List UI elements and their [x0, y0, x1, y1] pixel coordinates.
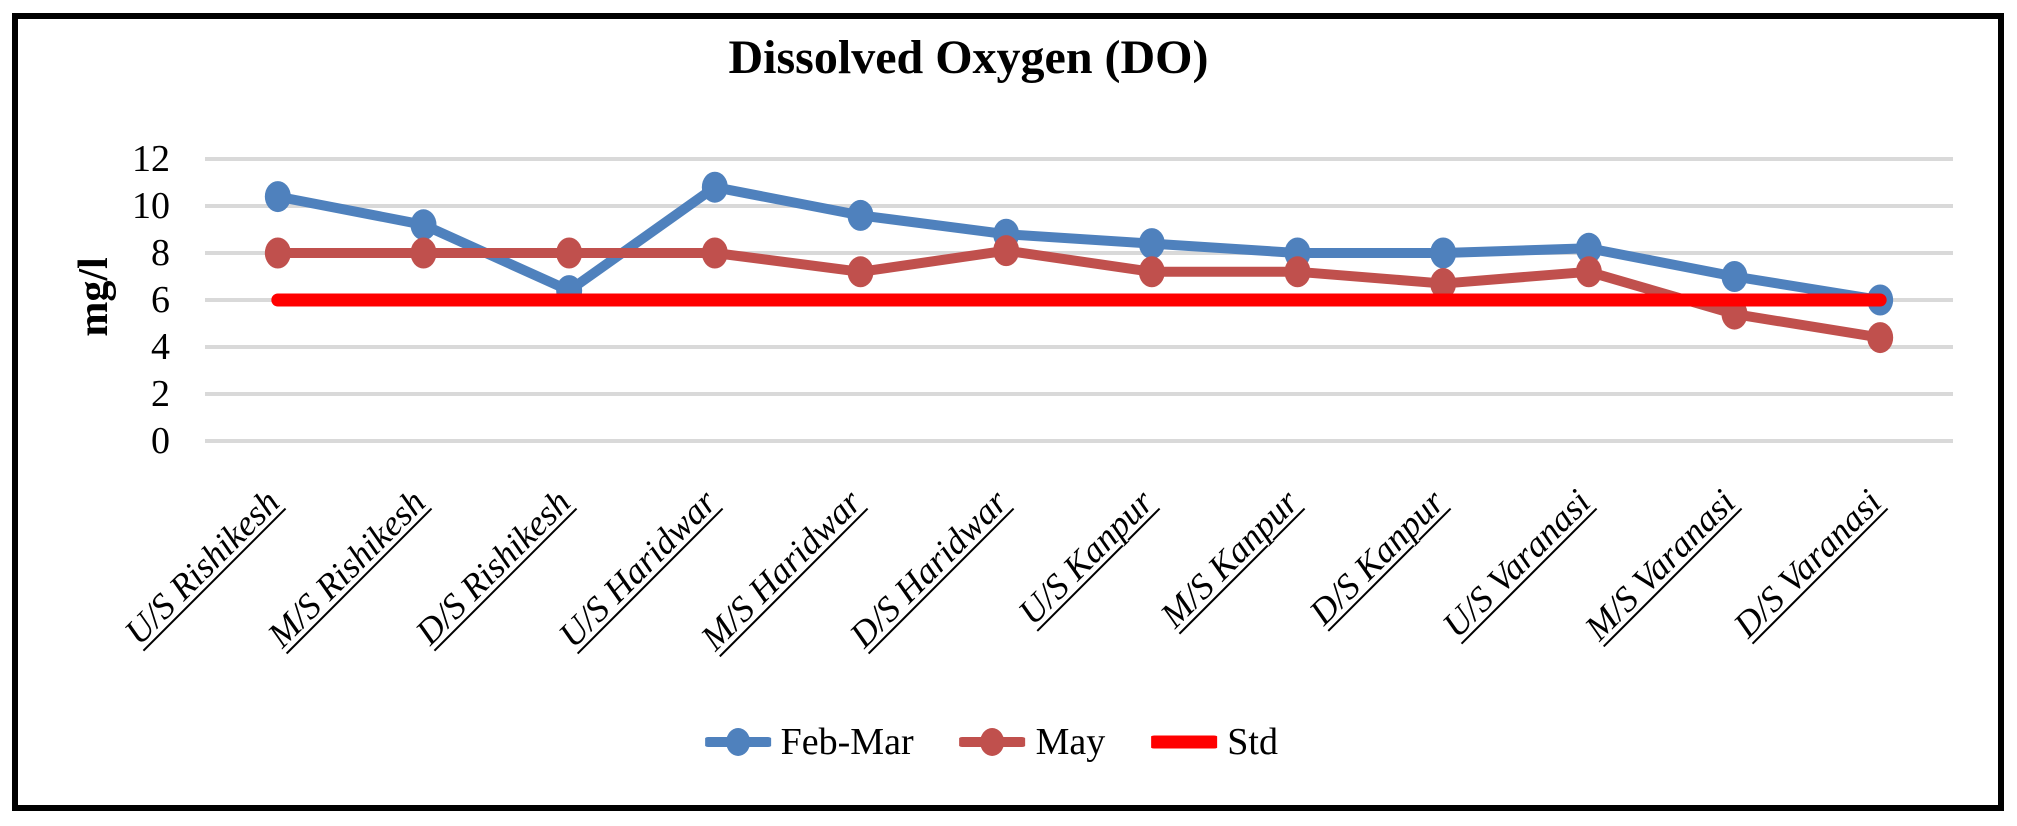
legend-label-std: Std	[1227, 721, 1278, 763]
marker-may-1	[264, 237, 291, 269]
legend-marker-icon	[980, 728, 1005, 756]
marker-may-8	[1284, 256, 1311, 288]
legend-label-feb-mar: Feb-Mar	[780, 721, 914, 763]
marker-feb-mar-2	[410, 209, 437, 241]
y-tick-label-0: 0	[151, 420, 170, 462]
marker-feb-mar-1	[264, 181, 291, 213]
y-tick-label-6: 6	[151, 279, 170, 321]
legend-marker-icon	[725, 728, 750, 756]
marker-may-12	[1867, 322, 1894, 354]
legend-item-std: Std	[1151, 720, 1278, 764]
series-line-may	[272, 245, 1886, 343]
y-tick-label-4: 4	[151, 326, 170, 368]
legend-item-may: May	[959, 720, 1106, 764]
marker-may-6	[993, 235, 1020, 267]
marker-may-5	[847, 256, 874, 288]
marker-feb-mar-10	[1575, 232, 1602, 264]
marker-feb-mar-7	[1138, 228, 1165, 260]
marker-feb-mar-5	[847, 199, 874, 231]
chart-border-frame	[12, 13, 2004, 811]
legend-swatch-std-icon	[1151, 735, 1218, 749]
legend-swatch-may-icon	[959, 728, 1026, 756]
marker-may-2	[410, 237, 437, 269]
marker-feb-mar-11	[1721, 261, 1748, 292]
marker-may-10	[1575, 256, 1602, 288]
marker-may-9	[1430, 268, 1457, 300]
chart-title: Dissolved Oxygen (DO)	[728, 31, 1209, 84]
y-tick-label-12: 12	[132, 138, 170, 180]
marker-may-4	[701, 237, 728, 269]
legend: Feb-Mar May Std	[704, 720, 1278, 764]
y-tick-label-10: 10	[132, 185, 170, 227]
legend-swatch-feb-mar-icon	[704, 728, 771, 756]
marker-feb-mar-9	[1430, 237, 1457, 269]
marker-feb-mar-4	[701, 171, 728, 203]
marker-may-7	[1138, 256, 1165, 288]
y-tick-label-8: 8	[151, 232, 170, 274]
legend-item-feb-mar: Feb-Mar	[704, 720, 914, 764]
legend-label-may: May	[1035, 721, 1106, 763]
series-line-feb-mar	[272, 182, 1886, 305]
marker-may-3	[556, 237, 583, 269]
y-tick-label-2: 2	[151, 373, 170, 415]
